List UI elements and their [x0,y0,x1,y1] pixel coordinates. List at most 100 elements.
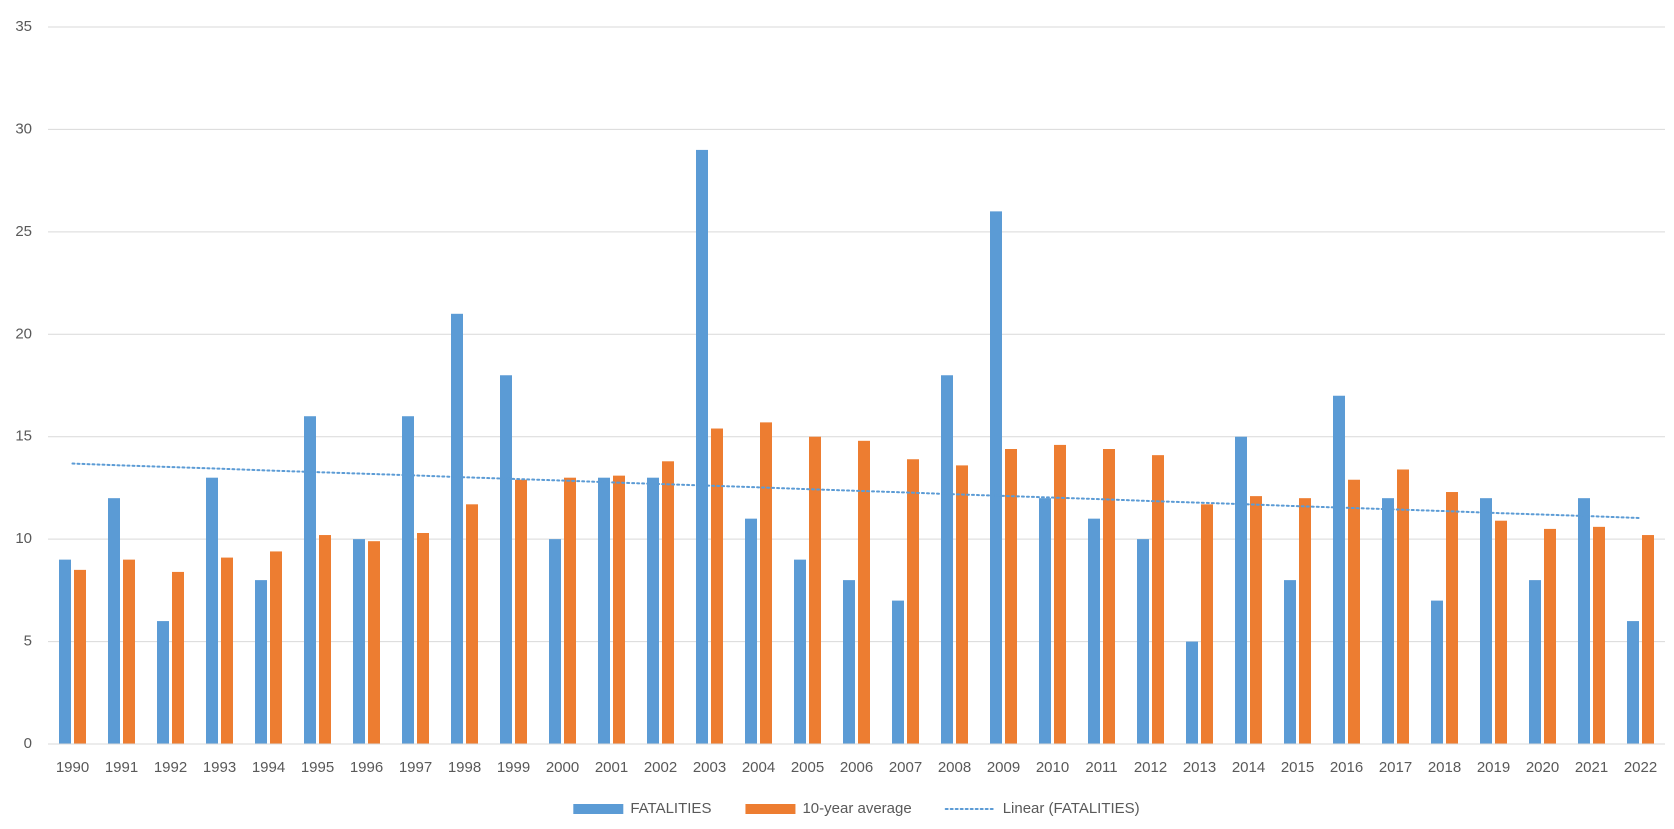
x-tick-label: 2007 [889,759,922,776]
y-tick-label: 20 [15,325,32,342]
x-tick-label: 1990 [56,759,89,776]
legend-swatch [573,804,624,814]
bar [1088,518,1100,744]
bar [745,518,757,744]
x-tick-label: 2015 [1281,759,1314,776]
bar [1284,580,1296,744]
bar [1397,469,1409,744]
bar [907,459,919,744]
x-tick-label: 2005 [791,759,824,776]
bar [1431,600,1443,744]
bar [1299,498,1311,744]
bar [353,539,365,744]
bar [319,535,331,744]
bar [696,149,708,744]
bar [1544,528,1556,744]
bar [662,461,674,744]
bar [809,436,821,744]
x-tick-label: 2000 [546,759,579,776]
bar [1054,444,1066,744]
x-tick-label: 1997 [399,759,432,776]
bar [598,477,610,744]
x-tick-label: 1994 [252,759,285,776]
x-tick-label: 1996 [350,759,383,776]
y-tick-label: 25 [15,223,32,240]
y-tick-label: 0 [24,735,32,752]
bar [711,428,723,744]
bar [549,539,561,744]
bar [206,477,218,744]
bar [760,422,772,744]
bar [417,532,429,744]
x-tick-label: 2002 [644,759,677,776]
x-tick-label: 2013 [1183,759,1216,776]
bar [108,498,120,744]
bar [858,440,870,744]
x-tick-label: 1995 [301,759,334,776]
y-tick-label: 15 [15,428,32,445]
legend-label: FATALITIES [630,800,711,817]
bar [1186,641,1198,744]
x-tick-label: 2021 [1575,759,1608,776]
bar [255,580,267,744]
bar [941,375,953,744]
x-tick-label: 2003 [693,759,726,776]
bar [1201,504,1213,744]
x-tick-label: 1993 [203,759,236,776]
x-tick-label: 2004 [742,759,775,776]
bar [123,559,135,744]
bar [1578,498,1590,744]
legend: FATALITIES 10-year average Linear (FATALIT… [573,800,1140,817]
bar [1529,580,1541,744]
bar [402,416,414,744]
x-tick-label: 2014 [1232,759,1265,776]
bar [270,551,282,744]
x-tick-label: 2022 [1624,759,1657,776]
bar [515,479,527,744]
bar [466,504,478,744]
x-tick-label: 2006 [840,759,873,776]
bar [1480,498,1492,744]
bar [1137,539,1149,744]
trend-line [71,462,1642,520]
bar [956,465,968,744]
bar [59,559,71,744]
bar [892,600,904,744]
bar [647,477,659,744]
x-tick-label: 1992 [154,759,187,776]
bar [564,477,576,744]
x-tick-label: 2016 [1330,759,1363,776]
x-tick-label: 2019 [1477,759,1510,776]
bar [74,569,86,744]
x-tick-label: 2001 [595,759,628,776]
x-tick-label: 2012 [1134,759,1167,776]
legend-swatch [745,804,796,814]
x-tick-label: 2010 [1036,759,1069,776]
bar [157,621,169,744]
bar [1642,535,1654,744]
bar [1235,436,1247,744]
bar [1103,449,1115,744]
bar [1495,520,1507,744]
y-tick-label: 10 [15,530,32,547]
legend-label: 10-year average [802,800,911,817]
bar [843,580,855,744]
x-tick-label: 2011 [1085,759,1117,776]
bar [1250,496,1262,744]
bar [990,211,1002,744]
bar [794,559,806,744]
bar [1446,492,1458,744]
bar [1382,498,1394,744]
x-tick-label: 1991 [105,759,138,776]
bar [1039,498,1051,744]
bar [1333,395,1345,744]
x-tick-label: 2008 [938,759,971,776]
x-tick-label: 2018 [1428,759,1461,776]
x-tick-label: 2020 [1526,759,1559,776]
x-tick-label: 1998 [448,759,481,776]
bar [304,416,316,744]
x-tick-label: 1999 [497,759,530,776]
bar [1348,479,1360,744]
bar [613,475,625,744]
